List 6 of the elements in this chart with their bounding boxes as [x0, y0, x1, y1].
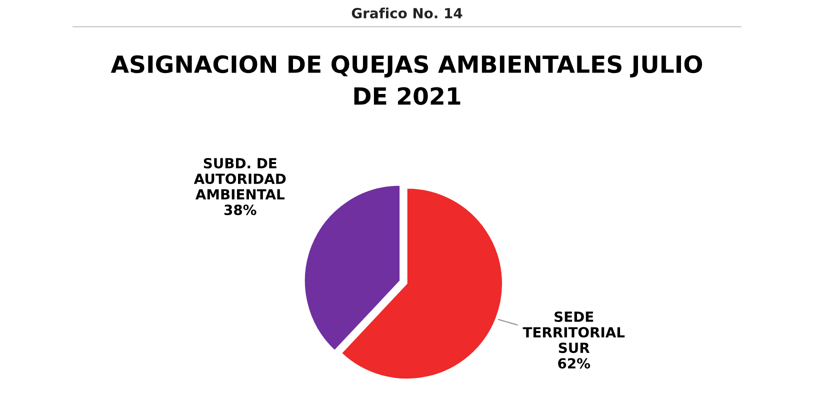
slice-label: SEDE TERRITORIAL SUR — [522, 311, 625, 354]
text: Grafico No. 14 — [352, 8, 462, 18]
slice-label: SUBD. DE AUTORIDAD AMBIENTAL — [194, 158, 286, 200]
data-label: 38% — [224, 204, 256, 216]
data-label: 62% — [558, 358, 590, 369]
chart-title: ASIGNACION DE QUEJAS AMBIENTALES JULIO DE 2021 — [110, 55, 702, 105]
